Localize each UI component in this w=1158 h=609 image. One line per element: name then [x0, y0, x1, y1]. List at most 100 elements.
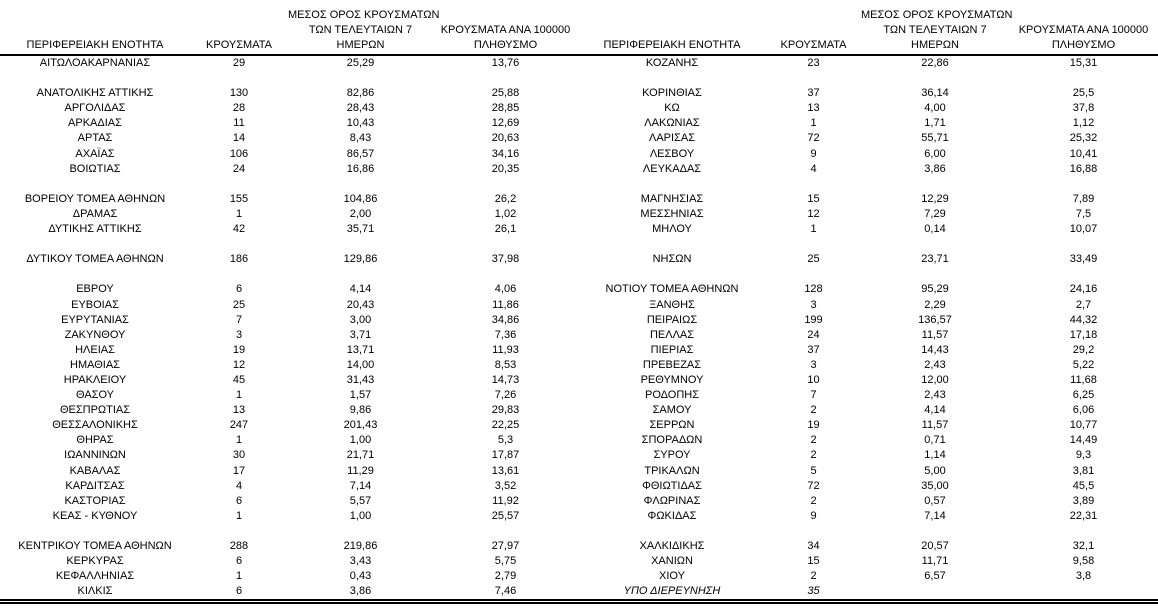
- left-per100k-cell: 37,98: [491, 253, 520, 266]
- right-cases-cell: 2: [810, 449, 817, 462]
- right-region-cell: [578, 237, 766, 252]
- left-avg7-cell: 25,29: [346, 57, 375, 69]
- left-avg7-header-line3: ΗΜΕΡΩΝ: [336, 39, 385, 51]
- right-avg7-header-line1: ΜΕΣΟΣ ΟΡΟΣ ΚΡΟΥΣΜΑΤΩΝ: [861, 9, 1013, 21]
- right-per100k-cell: [1009, 237, 1158, 252]
- left-region-cell: ΑΝΑΤΟΛΙΚΗΣ ΑΤΤΙΚΗΣ: [36, 87, 154, 100]
- left-per100k-cell: 2,79: [494, 570, 517, 583]
- right-region-cell: ΧΑΝΙΩΝ: [651, 555, 693, 568]
- left-avg7-cell: 9,86: [349, 404, 372, 417]
- right-per100k-cell: 10,77: [1069, 419, 1098, 432]
- right-region-cell: ΛΕΥΚΑΔΑΣ: [642, 162, 702, 175]
- left-per100k-cell: 22,25: [491, 419, 520, 432]
- table-row: ΖΑΚΥΝΘΟΥ 3 3,71 7,36 ΠΕΛΛΑΣ 24 11,57 17,18: [0, 328, 1158, 343]
- right-avg7-cell: [861, 177, 1009, 192]
- right-avg7-cell: 1,71: [924, 117, 946, 130]
- left-cases-cell: 1: [235, 389, 243, 402]
- right-cases-cell: 10: [807, 373, 820, 386]
- right-avg7-cell: 6,00: [924, 147, 946, 160]
- left-per100k-cell: 25,57: [491, 509, 520, 522]
- left-avg7-cell: 16,86: [346, 162, 375, 175]
- table-row: ΕΥΒΟΙΑΣ 25 20,43 11,86 ΞΑΝΘΗΣ 3 2,29 2,7: [0, 298, 1158, 313]
- left-cases-header-label: ΚΡΟΥΣΜΑΤΑ: [206, 39, 272, 51]
- left-cases-cell: 7: [235, 313, 243, 326]
- table-row: ΙΩΑΝΝΙΝΩΝ 30 21,71 17,87 ΣΥΡΟΥ 2 1,14 9,3: [0, 448, 1158, 463]
- left-region-cell: ΒΟΙΩΤΙΑΣ: [69, 162, 121, 175]
- table-row: ΑΙΤΩΛΟΑΚΑΡΝΑΝΙΑΣ 29 25,29 13,76 ΚΟΖΑΝΗΣ 23 22,…: [0, 55, 1158, 71]
- right-avg7-cell: 0,14: [924, 223, 946, 236]
- right-cases-cell: 19: [807, 419, 820, 432]
- right-per100k-cell: 3,89: [1072, 494, 1095, 507]
- right-region-cell: ΦΩΚΙΔΑΣ: [647, 509, 697, 522]
- right-avg7-cell: 1,14: [924, 449, 946, 462]
- left-cases-cell: 288: [229, 540, 249, 552]
- right-avg7-cell: 23,71: [921, 253, 949, 266]
- right-avg7-cell: 20,57: [921, 540, 949, 552]
- right-region-cell: ΠΡΕΒΕΖΑΣ: [642, 358, 702, 371]
- right-per100k-cell: 17,18: [1069, 328, 1098, 341]
- left-region-cell: ΚΑΡΔΙΤΣΑΣ: [65, 479, 125, 492]
- right-cases-cell: 12: [807, 207, 820, 220]
- right-per100k-cell: 10,07: [1069, 223, 1098, 236]
- table-header-row: ΠΕΡΙΦΕΡΕΙΑΚΗ ΕΝΟΤΗΤΑ ΚΡΟΥΣΜΑΤΑ ΜΕΣΟΣ ΟΡΟ…: [0, 3, 1158, 55]
- left-per100k-cell: [433, 71, 578, 86]
- right-per100k-cell: 3,81: [1072, 464, 1095, 477]
- left-avg7-cell: 104,86: [343, 192, 378, 205]
- right-per100k-cell: 6,25: [1072, 389, 1095, 402]
- right-cases-cell: [766, 237, 861, 252]
- left-region-cell: ΕΥΒΟΙΑΣ: [71, 298, 119, 311]
- right-per100k-cell: 25,5: [1072, 87, 1095, 100]
- left-avg7-cell: 3,86: [349, 585, 372, 598]
- right-cases-header: ΚΡΟΥΣΜΑΤΑ: [766, 3, 861, 55]
- left-avg7-cell: 1,00: [349, 434, 372, 447]
- right-cases-cell: 3: [810, 298, 817, 311]
- left-cases-cell: 28: [232, 102, 246, 115]
- right-cases-cell: 35: [807, 585, 820, 598]
- right-avg7-cell: 14,43: [921, 343, 949, 356]
- left-avg7-cell: 86,57: [346, 147, 375, 160]
- table-row: ΑΡΓΟΛΙΔΑΣ 28 28,43 28,85 ΚΩ 13 4,00 37,8: [0, 101, 1158, 116]
- left-per100k-cell: 8,53: [494, 358, 517, 371]
- right-per100k-cell: 32,1: [1072, 540, 1095, 552]
- right-cases-cell: 25: [807, 253, 820, 266]
- left-region-cell: ΑΡΤΑΣ: [77, 132, 113, 145]
- left-region-cell: ΗΡΑΚΛΕΙΟΥ: [63, 373, 127, 386]
- left-per100k-cell: 25,88: [491, 87, 520, 100]
- left-avg7-cell: [288, 267, 433, 282]
- right-region-cell: ΣΑΜΟΥ: [652, 404, 692, 417]
- table-row: ΗΡΑΚΛΕΙΟΥ 45 31,43 14,73 ΡΕΘΥΜΝΟΥ 10 12,00 11,6…: [0, 373, 1158, 388]
- left-region-cell: ΑΙΤΩΛΟΑΚΑΡΝΑΝΙΑΣ: [39, 57, 151, 69]
- left-per100k-cell: [433, 177, 578, 192]
- left-avg7-cell: 82,86: [346, 87, 375, 100]
- left-avg7-cell: 28,43: [346, 102, 375, 115]
- left-region-header-label: ΠΕΡΙΦΕΡΕΙΑΚΗ ΕΝΟΤΗΤΑ: [26, 39, 164, 51]
- left-per100k-cell: 34,16: [491, 147, 520, 160]
- table-row: ΕΥΡΥΤΑΝΙΑΣ 7 3,00 34,86 ΠΕΙΡΑΙΩΣ 199 136,57 44,…: [0, 313, 1158, 328]
- right-cases-cell: 4: [810, 162, 817, 175]
- left-per100k-cell: 29,83: [491, 404, 520, 417]
- table-row: ΘΕΣΣΑΛΟΝΙΚΗΣ 247 201,43 22,25 ΣΕΡΡΩΝ 19 11,57 1…: [0, 418, 1158, 433]
- right-per100k-cell: 15,31: [1069, 57, 1098, 69]
- left-cases-cell: 24: [232, 162, 246, 175]
- left-region-cell: ΘΕΣΣΑΛΟΝΙΚΗΣ: [52, 419, 138, 432]
- table-row: ΚΙΛΚΙΣ 6 3,86 7,46 ΥΠΟ ΔΙΕΡΕΥΝΗΣΗ 35: [0, 584, 1158, 602]
- right-region-cell: ΣΕΡΡΩΝ: [649, 419, 695, 432]
- left-region-cell: ΚΕΝΤΡΙΚΟΥ ΤΟΜΕΑ ΑΘΗΝΩΝ: [18, 540, 172, 552]
- left-per100k-cell: 7,26: [494, 389, 517, 402]
- right-region-cell: ΛΑΡΙΣΑΣ: [648, 132, 695, 145]
- left-avg7-cell: 129,86: [343, 253, 378, 266]
- left-avg7-header-line2: ΤΩΝ ΤΕΛΕΥΤΑΙΩΝ 7: [308, 24, 413, 36]
- left-per100k-cell: 7,36: [494, 328, 517, 341]
- table-row: ΚΕΡΚΥΡΑΣ 6 3,43 5,75 ΧΑΝΙΩΝ 15 11,71 9,58: [0, 554, 1158, 569]
- right-avg7-header: ΜΕΣΟΣ ΟΡΟΣ ΚΡΟΥΣΜΑΤΩΝ ΤΩΝ ΤΕΛΕΥΤΑΙΩΝ 7 Η…: [861, 3, 1013, 55]
- left-cases-cell: 6: [235, 585, 243, 598]
- table-row: ΚΕΝΤΡΙΚΟΥ ΤΟΜΕΑ ΑΘΗΝΩΝ 288 219,86 27,97 ΧΑΛΚ…: [0, 539, 1158, 554]
- right-region-cell: [578, 524, 766, 539]
- left-region-cell: ΙΩΑΝΝΙΝΩΝ: [64, 449, 126, 462]
- left-region-cell: ΗΛΕΙΑΣ: [75, 343, 115, 356]
- left-per100k-cell: 28,85: [491, 102, 520, 115]
- right-region-cell: ΥΠΟ ΔΙΕΡΕΥΝΗΣΗ: [623, 585, 721, 598]
- right-avg7-cell: 3,86: [924, 162, 946, 175]
- right-avg7-cell: 2,43: [924, 358, 946, 371]
- left-region-cell: [0, 524, 190, 539]
